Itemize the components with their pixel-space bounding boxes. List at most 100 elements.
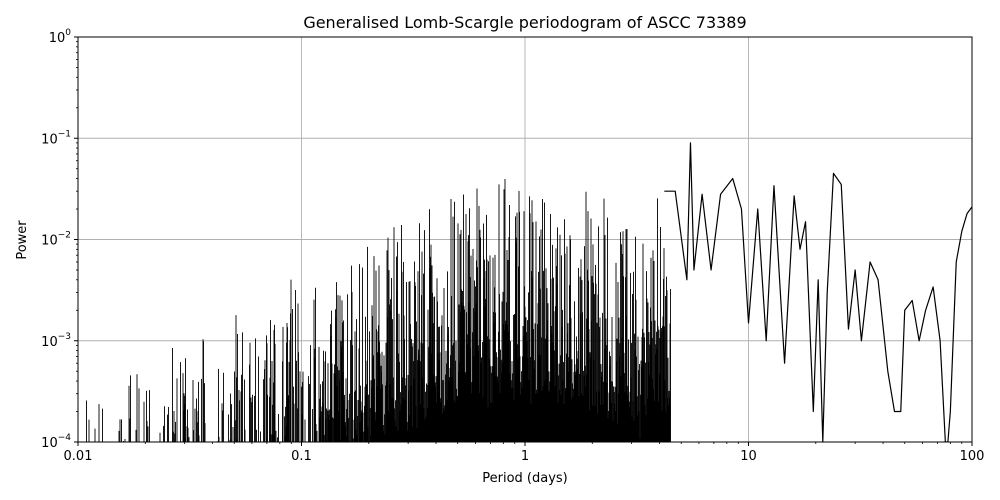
data-point (592, 188, 593, 189)
data-point (628, 184, 629, 185)
data-point (117, 371, 118, 372)
data-point (690, 142, 691, 143)
y-tick-label: 10−2 (41, 231, 71, 249)
data-point (870, 261, 871, 262)
data-point (651, 191, 652, 192)
data-point (848, 329, 849, 330)
data-point (457, 184, 458, 185)
data-point (524, 164, 525, 165)
data-point (103, 371, 104, 372)
data-point (91, 350, 92, 351)
data-point (794, 195, 795, 196)
data-point (894, 411, 895, 412)
data-point (234, 310, 235, 311)
data-point (693, 269, 694, 270)
y-tick-exponent: 0 (65, 28, 71, 38)
x-tick-label: 10 (740, 449, 757, 464)
data-point (833, 173, 834, 174)
data-point (301, 274, 302, 275)
data-point (334, 246, 335, 247)
data-point (468, 173, 469, 174)
data-point (675, 191, 676, 192)
data-point (223, 314, 224, 315)
series-line (664, 142, 972, 442)
data-point (861, 340, 862, 341)
x-tick-label: 100 (960, 449, 985, 464)
data-point (514, 191, 515, 192)
x-tick-label: 0.01 (64, 449, 93, 464)
data-point (145, 363, 146, 364)
y-tick-label: 10−3 (41, 332, 71, 350)
data-layer (78, 142, 972, 442)
y-tick-base: 10 (49, 31, 66, 46)
data-point (940, 340, 941, 341)
data-point (805, 221, 806, 222)
data-point (933, 286, 934, 287)
x-tick-label: 1 (521, 449, 529, 464)
data-point (900, 411, 901, 412)
x-tick-label: 0.1 (291, 449, 312, 464)
data-point (741, 208, 742, 209)
y-tick-base: 10 (41, 335, 58, 350)
data-point (279, 286, 280, 287)
y-tick-exponent: −3 (58, 332, 71, 342)
y-axis-label: Power (15, 220, 30, 260)
data-point (358, 239, 359, 240)
data-point (184, 345, 185, 346)
data-point (503, 170, 504, 171)
data-point (966, 213, 967, 214)
data-point (266, 295, 267, 296)
y-tick-exponent: −2 (58, 231, 71, 241)
y-tick-exponent: −4 (58, 433, 72, 443)
data-point (904, 310, 905, 311)
y-tick-label: 100 (49, 28, 72, 46)
data-point (425, 208, 426, 209)
data-point (534, 194, 535, 195)
data-point (773, 185, 774, 186)
data-point (841, 184, 842, 185)
data-point (605, 199, 606, 200)
data-point (490, 191, 491, 192)
data-point (546, 168, 547, 169)
data-point (347, 231, 348, 232)
data-point (570, 184, 571, 185)
data-point (414, 204, 415, 205)
data-point (310, 269, 311, 270)
data-point (720, 194, 721, 195)
data-point (581, 191, 582, 192)
data-point (766, 340, 767, 341)
data-point (732, 178, 733, 179)
data-point (380, 218, 381, 219)
y-tick-label: 10−1 (41, 129, 71, 147)
data-point (199, 332, 200, 333)
y-tick-base: 10 (41, 132, 58, 147)
data-point (172, 322, 173, 323)
data-point (919, 340, 920, 341)
data-point (887, 371, 888, 372)
data-point (212, 325, 213, 326)
data-point (799, 249, 800, 250)
data-point (447, 191, 448, 192)
y-tick-base: 10 (41, 234, 58, 249)
data-point (640, 221, 641, 222)
data-point (748, 322, 749, 323)
data-point (818, 279, 819, 280)
data-point (255, 300, 256, 301)
data-point (956, 261, 957, 262)
x-axis-label: Period (days) (482, 471, 568, 486)
data-point (813, 411, 814, 412)
y-tick-label: 10−4 (41, 433, 71, 451)
y-tick-exponent: −1 (58, 129, 71, 139)
data-point (686, 279, 687, 280)
data-point (877, 279, 878, 280)
data-point (435, 199, 436, 200)
data-point (784, 363, 785, 364)
data-point (617, 208, 618, 209)
data-point (855, 269, 856, 270)
data-point (401, 211, 402, 212)
data-point (702, 194, 703, 195)
dense-periodogram-strokes (78, 179, 671, 442)
data-point (961, 231, 962, 232)
